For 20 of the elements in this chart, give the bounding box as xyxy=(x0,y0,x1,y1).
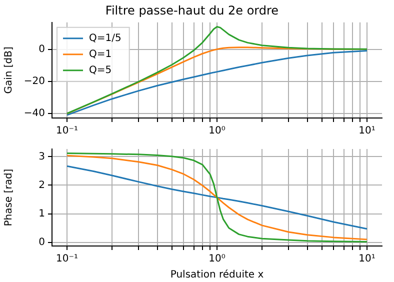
legend-label: Q=5 xyxy=(89,64,112,76)
y-tick-label: 2 xyxy=(38,180,45,191)
x-axis-title: Pulsation réduite x xyxy=(170,270,264,281)
y-tick-label: −40 xyxy=(24,108,45,120)
x-tick-label: 10⁰ xyxy=(208,126,226,137)
x-tick-label: 10¹ xyxy=(358,126,376,137)
y-tick-label: 0 xyxy=(38,44,45,55)
chart-title: Filtre passe-haut du 2e ordre xyxy=(105,3,279,18)
y-tick-label: 0 xyxy=(38,236,45,248)
legend-label: Q=1 xyxy=(89,48,112,60)
x-tick-label: 10⁻¹ xyxy=(56,126,78,137)
x-tick-label: 10⁻¹ xyxy=(56,254,78,265)
y-tick-label: −20 xyxy=(24,76,45,88)
y-tick-label: 1 xyxy=(38,208,45,220)
x-tick-label: 10¹ xyxy=(358,254,376,265)
x-tick-label: 10⁰ xyxy=(208,254,226,265)
legend-label: Q=1/5 xyxy=(89,32,122,44)
y-tick-label: 3 xyxy=(38,151,45,162)
y-axis-title: Gain [dB] xyxy=(4,46,15,94)
y-axis-title: Phase [rad] xyxy=(4,168,15,226)
